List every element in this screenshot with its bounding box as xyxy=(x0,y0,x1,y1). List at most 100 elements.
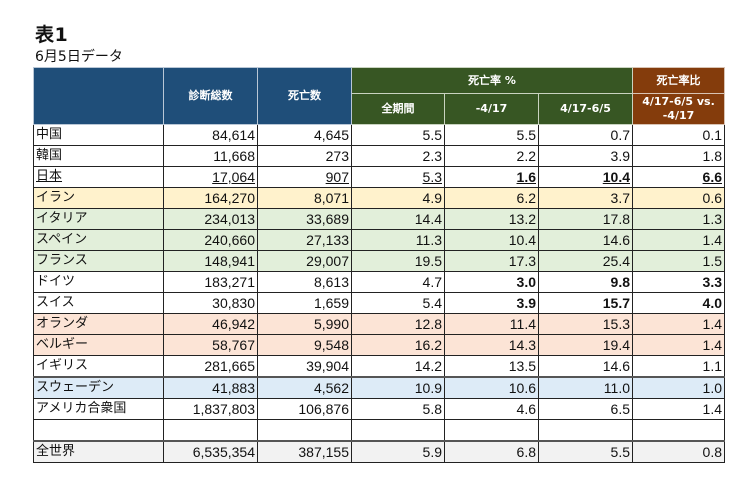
cell-country xyxy=(33,419,164,442)
cell-deaths: 39,904 xyxy=(257,355,352,378)
cell-cases: 41,883 xyxy=(163,376,258,399)
cell-cases: 183,271 xyxy=(163,271,258,293)
cell-country: フランス xyxy=(33,250,164,272)
cell-rate-after: 6.5 xyxy=(538,398,633,420)
cell-rate-all: 2.3 xyxy=(351,145,445,167)
cell-rate-after: 19.4 xyxy=(538,334,633,356)
header-group-death-rate: 死亡率 % xyxy=(351,67,633,94)
table-row: 韓国 11,668 273 2.3 2.2 3.9 1.8 xyxy=(33,145,725,167)
cell-rate-all: 14.2 xyxy=(351,355,445,378)
cell-ratio xyxy=(632,419,725,442)
header-ratio-line2: -4/17 xyxy=(662,109,695,122)
header-deaths: 死亡数 xyxy=(257,67,352,125)
cell-rate-before: 13.5 xyxy=(444,355,539,378)
header-ratio: 4/17-6/5 vs. -4/17 xyxy=(632,93,725,125)
cell-cases: 11,668 xyxy=(163,145,258,167)
table-row: イタリア 234,013 33,689 14.4 13.2 17.8 1.3 xyxy=(33,208,725,230)
cell-cases: 84,614 xyxy=(163,124,258,146)
cell-deaths: 106,876 xyxy=(257,398,352,420)
cell-cases: 17,064 xyxy=(163,166,258,188)
cell-ratio: 6.6 xyxy=(632,166,725,188)
cell-deaths: 273 xyxy=(257,145,352,167)
cell-ratio: 0.6 xyxy=(632,187,725,209)
cell-rate-after: 11.0 xyxy=(538,376,633,399)
table-subtitle: 6月5日データ xyxy=(35,49,123,65)
table-row: オランダ 46,942 5,990 12.8 11.4 15.3 1.4 xyxy=(33,313,725,335)
cell-country: スウェーデン xyxy=(33,376,164,399)
cell-country: ベルギー xyxy=(33,334,164,356)
cell-country: 全世界 xyxy=(33,440,164,463)
table-row: アメリカ合衆国 1,837,803 106,876 5.8 4.6 6.5 1.… xyxy=(33,398,725,420)
cell-deaths: 4,562 xyxy=(257,376,352,399)
cell-rate-all: 5.5 xyxy=(351,124,445,146)
cell-deaths: 33,689 xyxy=(257,208,352,230)
cell-rate-all: 4.7 xyxy=(351,271,445,293)
cell-rate-all: 19.5 xyxy=(351,250,445,272)
cell-rate-after: 15.7 xyxy=(538,292,633,314)
cell-rate-after: 17.8 xyxy=(538,208,633,230)
cell-ratio: 1.4 xyxy=(632,313,725,335)
cell-country: イギリス xyxy=(33,355,164,378)
cell-rate-before: 1.6 xyxy=(444,166,539,188)
cell-rate-before: 2.2 xyxy=(444,145,539,167)
cell-cases: 240,660 xyxy=(163,229,258,251)
cell-rate-all: 16.2 xyxy=(351,334,445,356)
cell-rate-after: 15.3 xyxy=(538,313,633,335)
cell-deaths xyxy=(257,419,352,442)
cell-cases: 58,767 xyxy=(163,334,258,356)
header-cases: 診断総数 xyxy=(163,67,258,125)
cell-ratio: 4.0 xyxy=(632,292,725,314)
cell-rate-before: 13.2 xyxy=(444,208,539,230)
cell-rate-after: 14.6 xyxy=(538,229,633,251)
cell-rate-after: 14.6 xyxy=(538,355,633,378)
cell-deaths: 8,071 xyxy=(257,187,352,209)
cell-ratio: 0.8 xyxy=(632,440,725,463)
mortality-table: 診断総数 死亡数 死亡率 % 死亡率比 全期間 -4/17 4/17-6/5 4… xyxy=(33,67,725,463)
cell-rate-all: 5.8 xyxy=(351,398,445,420)
table-row-total: 全世界 6,535,354 387,155 5.9 6.8 5.5 0.8 xyxy=(33,440,725,463)
cell-rate-after: 0.7 xyxy=(538,124,633,146)
cell-ratio: 1.5 xyxy=(632,250,725,272)
cell-rate-before: 14.3 xyxy=(444,334,539,356)
header-rate-after: 4/17-6/5 xyxy=(538,93,633,125)
table-row: フランス 148,941 29,007 19.5 17.3 25.4 1.5 xyxy=(33,250,725,272)
header-ratio-line1: 4/17-6/5 vs. xyxy=(642,95,715,108)
cell-cases: 6,535,354 xyxy=(163,440,258,463)
cell-ratio: 0.1 xyxy=(632,124,725,146)
cell-rate-before: 3.0 xyxy=(444,271,539,293)
cell-rate-after: 9.8 xyxy=(538,271,633,293)
cell-ratio: 1.1 xyxy=(632,355,725,378)
cell-country: オランダ xyxy=(33,313,164,335)
cell-rate-after: 10.4 xyxy=(538,166,633,188)
cell-rate-before: 3.9 xyxy=(444,292,539,314)
cell-cases: 30,830 xyxy=(163,292,258,314)
cell-country: 中国 xyxy=(33,124,164,146)
cell-rate-after: 3.7 xyxy=(538,187,633,209)
table-row: ドイツ 183,271 8,613 4.7 3.0 9.8 3.3 xyxy=(33,271,725,293)
cell-rate-before: 11.4 xyxy=(444,313,539,335)
cell-country: 韓国 xyxy=(33,145,164,167)
cell-country: アメリカ合衆国 xyxy=(33,398,164,420)
cell-rate-all: 14.4 xyxy=(351,208,445,230)
table-title: 表1 xyxy=(35,24,69,46)
cell-rate-before: 4.6 xyxy=(444,398,539,420)
cell-deaths: 5,990 xyxy=(257,313,352,335)
cell-country: スペイン xyxy=(33,229,164,251)
cell-deaths: 9,548 xyxy=(257,334,352,356)
header-group-ratio: 死亡率比 xyxy=(632,67,725,94)
cell-country: スイス xyxy=(33,292,164,314)
cell-deaths: 27,133 xyxy=(257,229,352,251)
cell-rate-after: 25.4 xyxy=(538,250,633,272)
table-row: イラン 164,270 8,071 4.9 6.2 3.7 0.6 xyxy=(33,187,725,209)
cell-cases: 148,941 xyxy=(163,250,258,272)
cell-ratio: 1.4 xyxy=(632,398,725,420)
cell-deaths: 1,659 xyxy=(257,292,352,314)
cell-rate-after: 5.5 xyxy=(538,440,633,463)
header-rate-all: 全期間 xyxy=(351,93,445,125)
cell-rate-all: 4.9 xyxy=(351,187,445,209)
cell-ratio: 1.8 xyxy=(632,145,725,167)
cell-rate-all: 12.8 xyxy=(351,313,445,335)
cell-rate-all: 10.9 xyxy=(351,376,445,399)
cell-cases xyxy=(163,419,258,442)
cell-ratio: 1.0 xyxy=(632,376,725,399)
